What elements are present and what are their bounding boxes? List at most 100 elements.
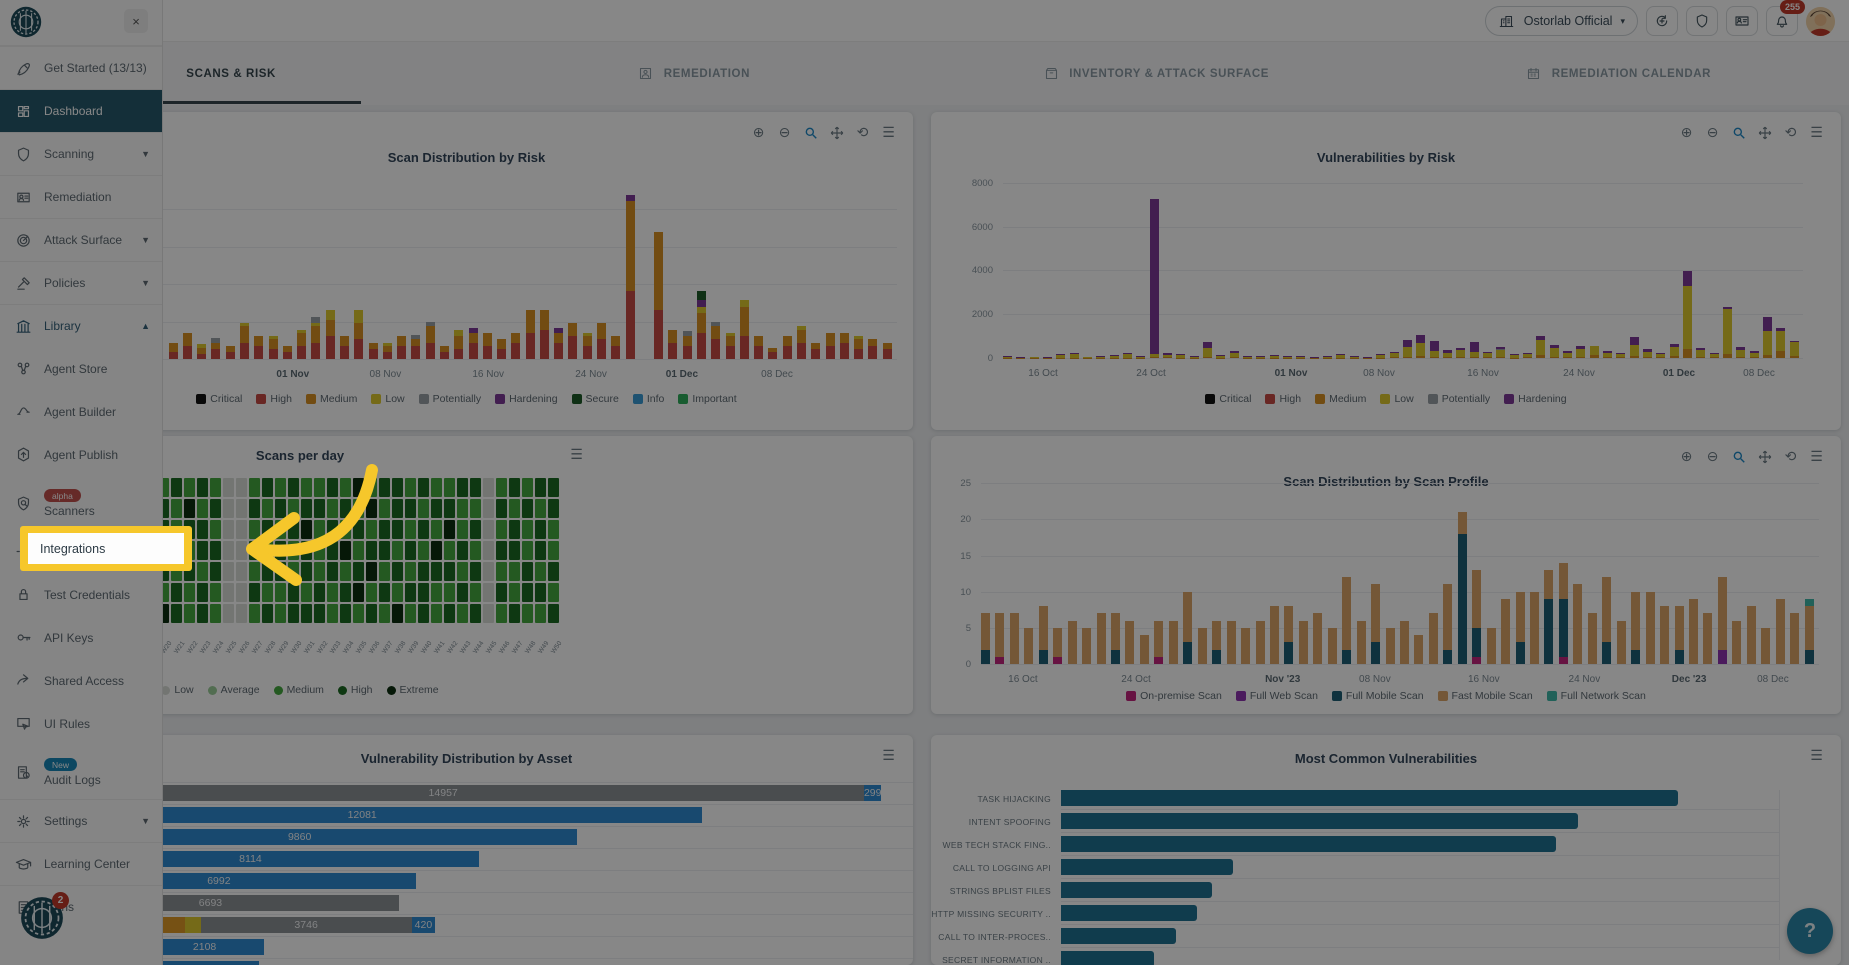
bar-segment	[1176, 354, 1186, 356]
legend-item[interactable]: Critical	[196, 393, 242, 405]
sidebar-item-library[interactable]: Library ▲	[0, 304, 162, 347]
menu-icon[interactable]: ☰	[1810, 124, 1823, 140]
scanning-shortcut-button[interactable]	[1686, 6, 1718, 36]
heatmap-cell	[496, 604, 507, 623]
bar-segment	[468, 332, 478, 343]
legend-item[interactable]: Average	[207, 684, 260, 696]
menu-icon[interactable]: ☰	[570, 446, 583, 462]
user-avatar[interactable]	[1806, 6, 1835, 36]
bar-segment	[1709, 357, 1719, 359]
bar-segment	[1589, 345, 1599, 355]
pan-icon[interactable]	[1756, 124, 1773, 141]
sidebar-item-remediation[interactable]: Remediation	[0, 175, 162, 218]
pan-icon[interactable]	[828, 124, 845, 141]
rocket-icon	[14, 59, 32, 77]
legend-item[interactable]: Info	[632, 393, 664, 405]
sidebar-item-attack-surface[interactable]: Attack Surface ▼	[0, 218, 162, 261]
sidebar-item-ui-rules[interactable]: UI Rules	[0, 702, 162, 745]
legend-item[interactable]: Full Mobile Scan	[1331, 690, 1424, 702]
legend-item[interactable]: Medium	[306, 393, 357, 405]
hbar-segment	[1061, 859, 1234, 875]
legend-item[interactable]: Low	[371, 393, 405, 405]
sidebar-item-scanning[interactable]: Scanning ▼	[0, 132, 162, 175]
remediation-shortcut-button[interactable]	[1726, 6, 1758, 36]
sidebar-item-learning-center[interactable]: Learning Center	[0, 842, 162, 885]
tour-highlight-integrations[interactable]: Integrations	[20, 526, 192, 571]
legend-label: Full Web Scan	[1249, 690, 1318, 702]
selection-zoom-icon[interactable]	[1730, 448, 1747, 465]
zoom-in-icon[interactable]: ⊕	[752, 124, 765, 140]
legend-item[interactable]: High	[337, 684, 373, 696]
legend-item[interactable]: Potentially	[418, 393, 481, 405]
help-button[interactable]: ?	[1787, 908, 1833, 954]
zoom-in-icon[interactable]: ⊕	[1680, 124, 1693, 140]
floating-ostorlab-logo[interactable]	[20, 896, 64, 945]
sidebar-item-agent-store[interactable]: Agent Store	[0, 347, 162, 390]
sidebar-item-agent-publish[interactable]: Agent Publish	[0, 433, 162, 476]
reset-zoom-icon[interactable]: ⟲	[856, 124, 869, 140]
legend-item[interactable]: On-premise Scan	[1126, 690, 1222, 702]
heatmap-cell	[535, 541, 546, 560]
tab-scans-risk[interactable]: SCANS & RISK	[0, 42, 462, 105]
legend-item[interactable]: High	[256, 393, 292, 405]
legend-item[interactable]: Low	[1380, 393, 1414, 405]
legend-item[interactable]: Fast Mobile Scan	[1437, 690, 1533, 702]
zoom-out-icon[interactable]: ⊖	[1706, 448, 1719, 464]
heatmap-cell	[236, 562, 247, 581]
bar-segment	[1229, 350, 1239, 353]
legend-swatch	[632, 394, 643, 404]
sidebar-item-audit-logs[interactable]: New Audit Logs	[0, 745, 162, 799]
heatmap-cell	[249, 478, 260, 497]
legend-item[interactable]: Critical	[1205, 393, 1251, 405]
sidebar-item-get-started[interactable]: Get Started (13/13)	[0, 46, 162, 89]
legend-item[interactable]: Medium	[273, 684, 324, 696]
tab-remediation[interactable]: REMEDIATION	[462, 42, 924, 105]
sidebar-item-settings[interactable]: Settings ▼	[0, 799, 162, 842]
legend-item[interactable]: Important	[678, 393, 737, 405]
zoom-out-icon[interactable]: ⊖	[778, 124, 791, 140]
bar-segment	[1111, 649, 1121, 664]
sidebar-item-scanners[interactable]: alpha Scanners	[0, 476, 162, 530]
menu-icon[interactable]: ☰	[1810, 747, 1823, 763]
sidebar-item-dashboard[interactable]: Dashboard	[0, 89, 162, 132]
sidebar-item-policies[interactable]: Policies ▼	[0, 261, 162, 304]
notifications-button[interactable]: 255	[1766, 0, 1805, 36]
menu-icon[interactable]: ☰	[1810, 448, 1823, 464]
legend-item[interactable]: Secure	[571, 393, 619, 405]
heatmap-cell	[496, 499, 507, 518]
reset-zoom-icon[interactable]: ⟲	[1784, 448, 1797, 464]
legend-item[interactable]: Full Web Scan	[1235, 690, 1318, 702]
sidebar-item-api-keys[interactable]: API Keys	[0, 616, 162, 659]
scan-plus-icon	[1653, 12, 1671, 30]
menu-icon[interactable]: ☰	[882, 124, 895, 140]
sidebar-item-test-credentials[interactable]: Test Credentials	[0, 573, 162, 616]
bar-segment	[1749, 352, 1759, 358]
legend-item[interactable]: High	[1265, 393, 1301, 405]
zoom-out-icon[interactable]: ⊖	[1706, 124, 1719, 140]
sidebar-item-shared-access[interactable]: Shared Access	[0, 659, 162, 702]
legend-item[interactable]: Full Network Scan	[1546, 690, 1646, 702]
legend-item[interactable]: Potentially	[1427, 393, 1490, 405]
legend-item[interactable]: Low	[161, 684, 194, 696]
pan-icon[interactable]	[1756, 448, 1773, 465]
bar-segment	[1003, 356, 1012, 358]
new-scan-button[interactable]	[1646, 6, 1678, 36]
tab-inventory-attack-surface[interactable]: INVENTORY & ATTACK SURFACE	[925, 42, 1387, 105]
selection-zoom-icon[interactable]	[802, 124, 819, 141]
legend-item[interactable]: Medium	[1315, 393, 1366, 405]
sidebar-item-agent-builder[interactable]: Agent Builder	[0, 390, 162, 433]
menu-icon[interactable]: ☰	[882, 747, 895, 763]
organization-selector[interactable]: Ostorlab Official ▾	[1484, 6, 1638, 36]
legend-item[interactable]: Hardening	[1504, 393, 1567, 405]
selection-zoom-icon[interactable]	[1730, 124, 1747, 141]
sidebar-close-button[interactable]: ×	[124, 9, 148, 33]
legend-item[interactable]: Hardening	[495, 393, 558, 405]
bar-segment	[1717, 577, 1727, 650]
legend-item[interactable]: Extreme	[386, 684, 439, 696]
bar-segment	[254, 345, 264, 359]
zoom-in-icon[interactable]: ⊕	[1680, 448, 1693, 464]
tab-remediation-calendar[interactable]: REMEDIATION CALENDAR	[1387, 42, 1849, 105]
reset-zoom-icon[interactable]: ⟲	[1784, 124, 1797, 140]
bar-segment	[625, 290, 635, 359]
key-icon	[14, 629, 32, 647]
